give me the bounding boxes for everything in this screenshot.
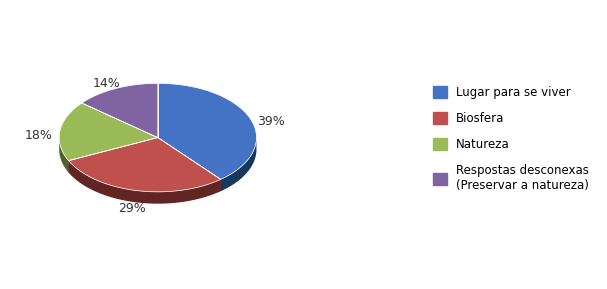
- Legend: Lugar para se viver, Biosfera, Natureza, Respostas desconexas
(Preservar a natur: Lugar para se viver, Biosfera, Natureza,…: [427, 80, 595, 198]
- Polygon shape: [158, 138, 221, 191]
- Text: 18%: 18%: [24, 129, 52, 142]
- Text: 29%: 29%: [118, 202, 146, 215]
- Polygon shape: [59, 103, 158, 161]
- Text: 39%: 39%: [257, 115, 285, 128]
- Polygon shape: [158, 138, 221, 191]
- Polygon shape: [69, 138, 221, 192]
- Text: 14%: 14%: [93, 77, 120, 90]
- Polygon shape: [221, 138, 256, 191]
- Polygon shape: [69, 138, 158, 173]
- Polygon shape: [158, 83, 256, 179]
- Polygon shape: [69, 138, 158, 173]
- Polygon shape: [69, 161, 221, 204]
- Polygon shape: [59, 138, 69, 173]
- Polygon shape: [82, 83, 158, 138]
